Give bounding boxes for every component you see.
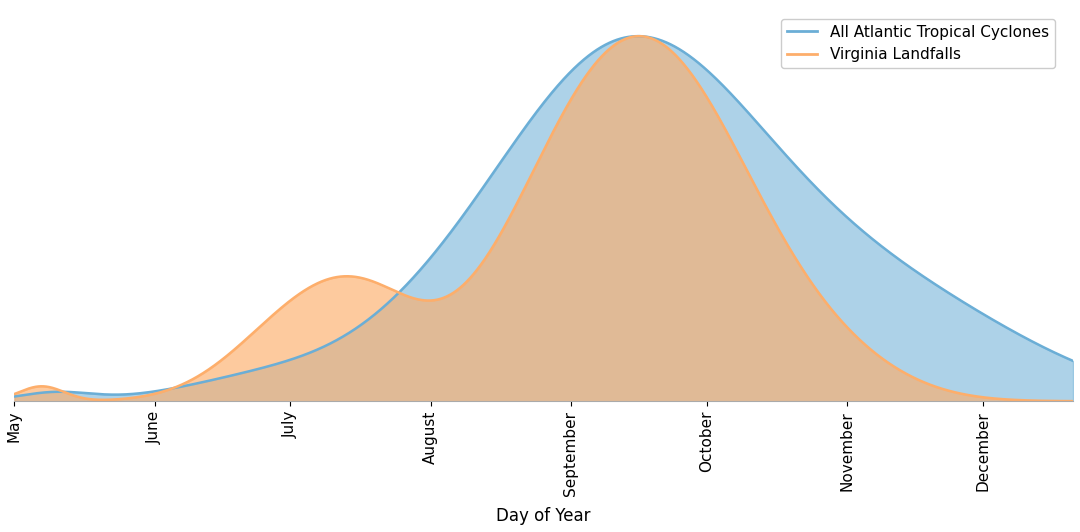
Legend: All Atlantic Tropical Cyclones, Virginia Landfalls: All Atlantic Tropical Cyclones, Virginia… (781, 19, 1055, 69)
X-axis label: Day of Year: Day of Year (497, 507, 591, 525)
